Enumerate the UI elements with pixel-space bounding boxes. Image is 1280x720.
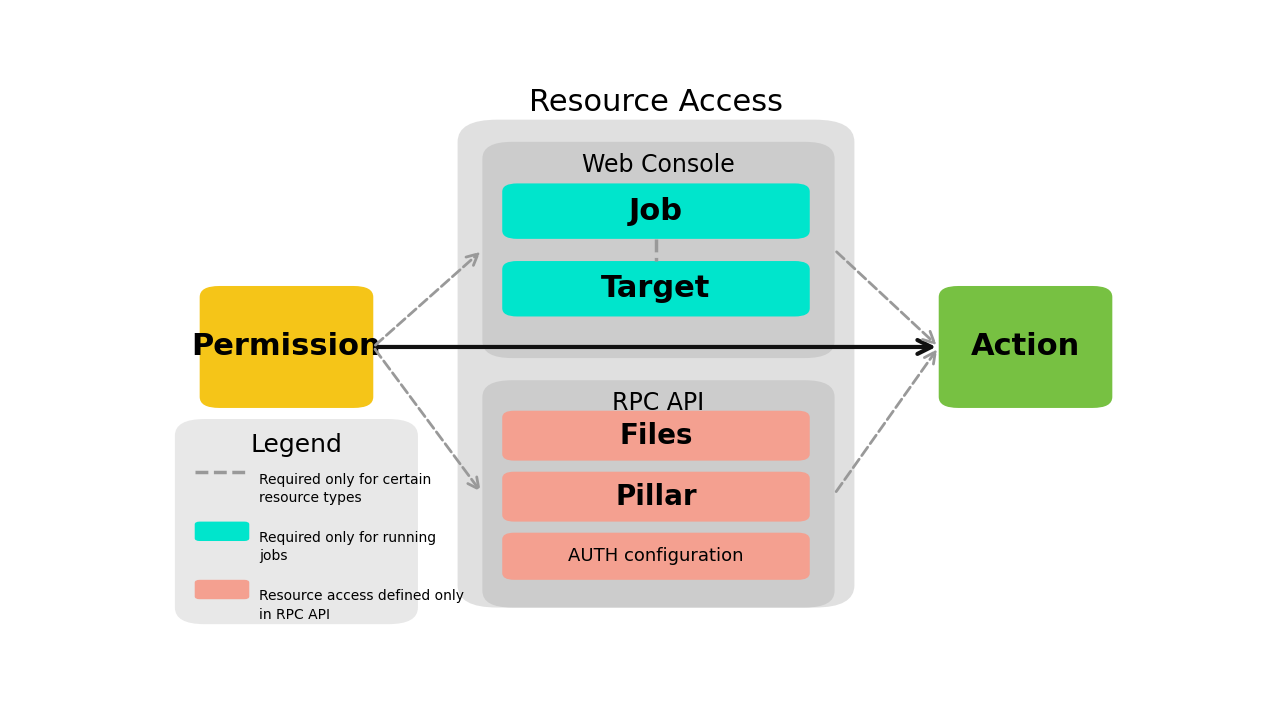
Text: Permission: Permission [192,333,381,361]
FancyBboxPatch shape [195,580,250,599]
FancyBboxPatch shape [483,380,835,608]
Text: RPC API: RPC API [612,391,704,415]
Text: Web Console: Web Console [582,153,735,177]
Text: Legend: Legend [251,433,342,457]
FancyBboxPatch shape [502,533,810,580]
Text: Resource access defined only
in RPC API: Resource access defined only in RPC API [259,589,465,621]
FancyBboxPatch shape [458,120,855,608]
Text: Job: Job [628,197,684,225]
Text: Required only for certain
resource types: Required only for certain resource types [259,473,431,505]
Text: Resource Access: Resource Access [529,88,783,117]
FancyBboxPatch shape [175,419,417,624]
Text: AUTH configuration: AUTH configuration [568,547,744,565]
FancyBboxPatch shape [195,521,250,541]
FancyBboxPatch shape [502,472,810,521]
FancyBboxPatch shape [502,184,810,239]
FancyBboxPatch shape [483,142,835,358]
Text: Action: Action [972,333,1080,361]
FancyBboxPatch shape [200,286,374,408]
Text: Target: Target [602,274,710,303]
Text: Required only for running
jobs: Required only for running jobs [259,531,436,564]
Text: Files: Files [620,422,692,450]
FancyBboxPatch shape [938,286,1112,408]
FancyBboxPatch shape [502,410,810,461]
FancyBboxPatch shape [502,261,810,317]
Text: Pillar: Pillar [616,482,696,510]
